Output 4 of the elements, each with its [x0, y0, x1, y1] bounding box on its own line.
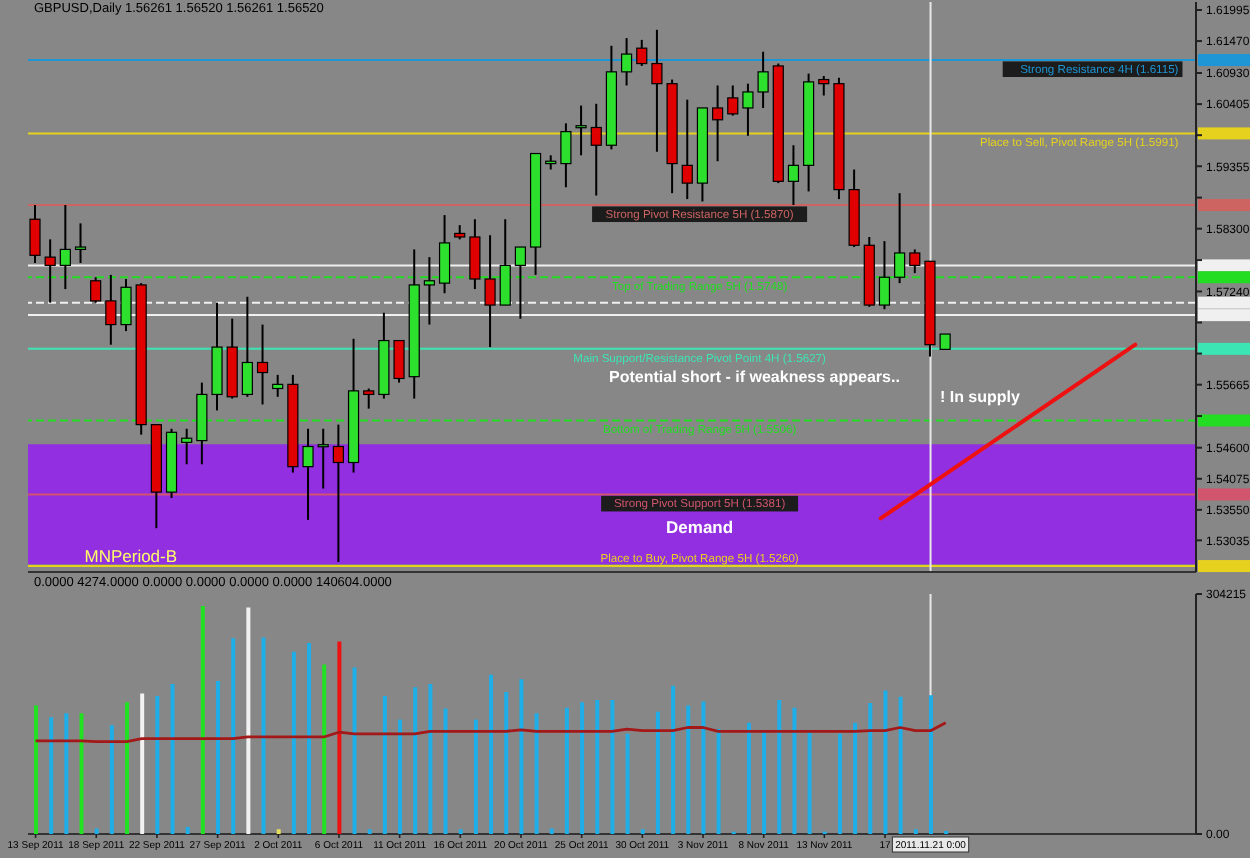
- band-label: Demand: [666, 516, 734, 537]
- annotation: MNPeriod-B: [84, 545, 178, 566]
- annotation: Potential short - if weakness appears..: [609, 368, 900, 387]
- annotation: ! In supply: [939, 388, 1020, 407]
